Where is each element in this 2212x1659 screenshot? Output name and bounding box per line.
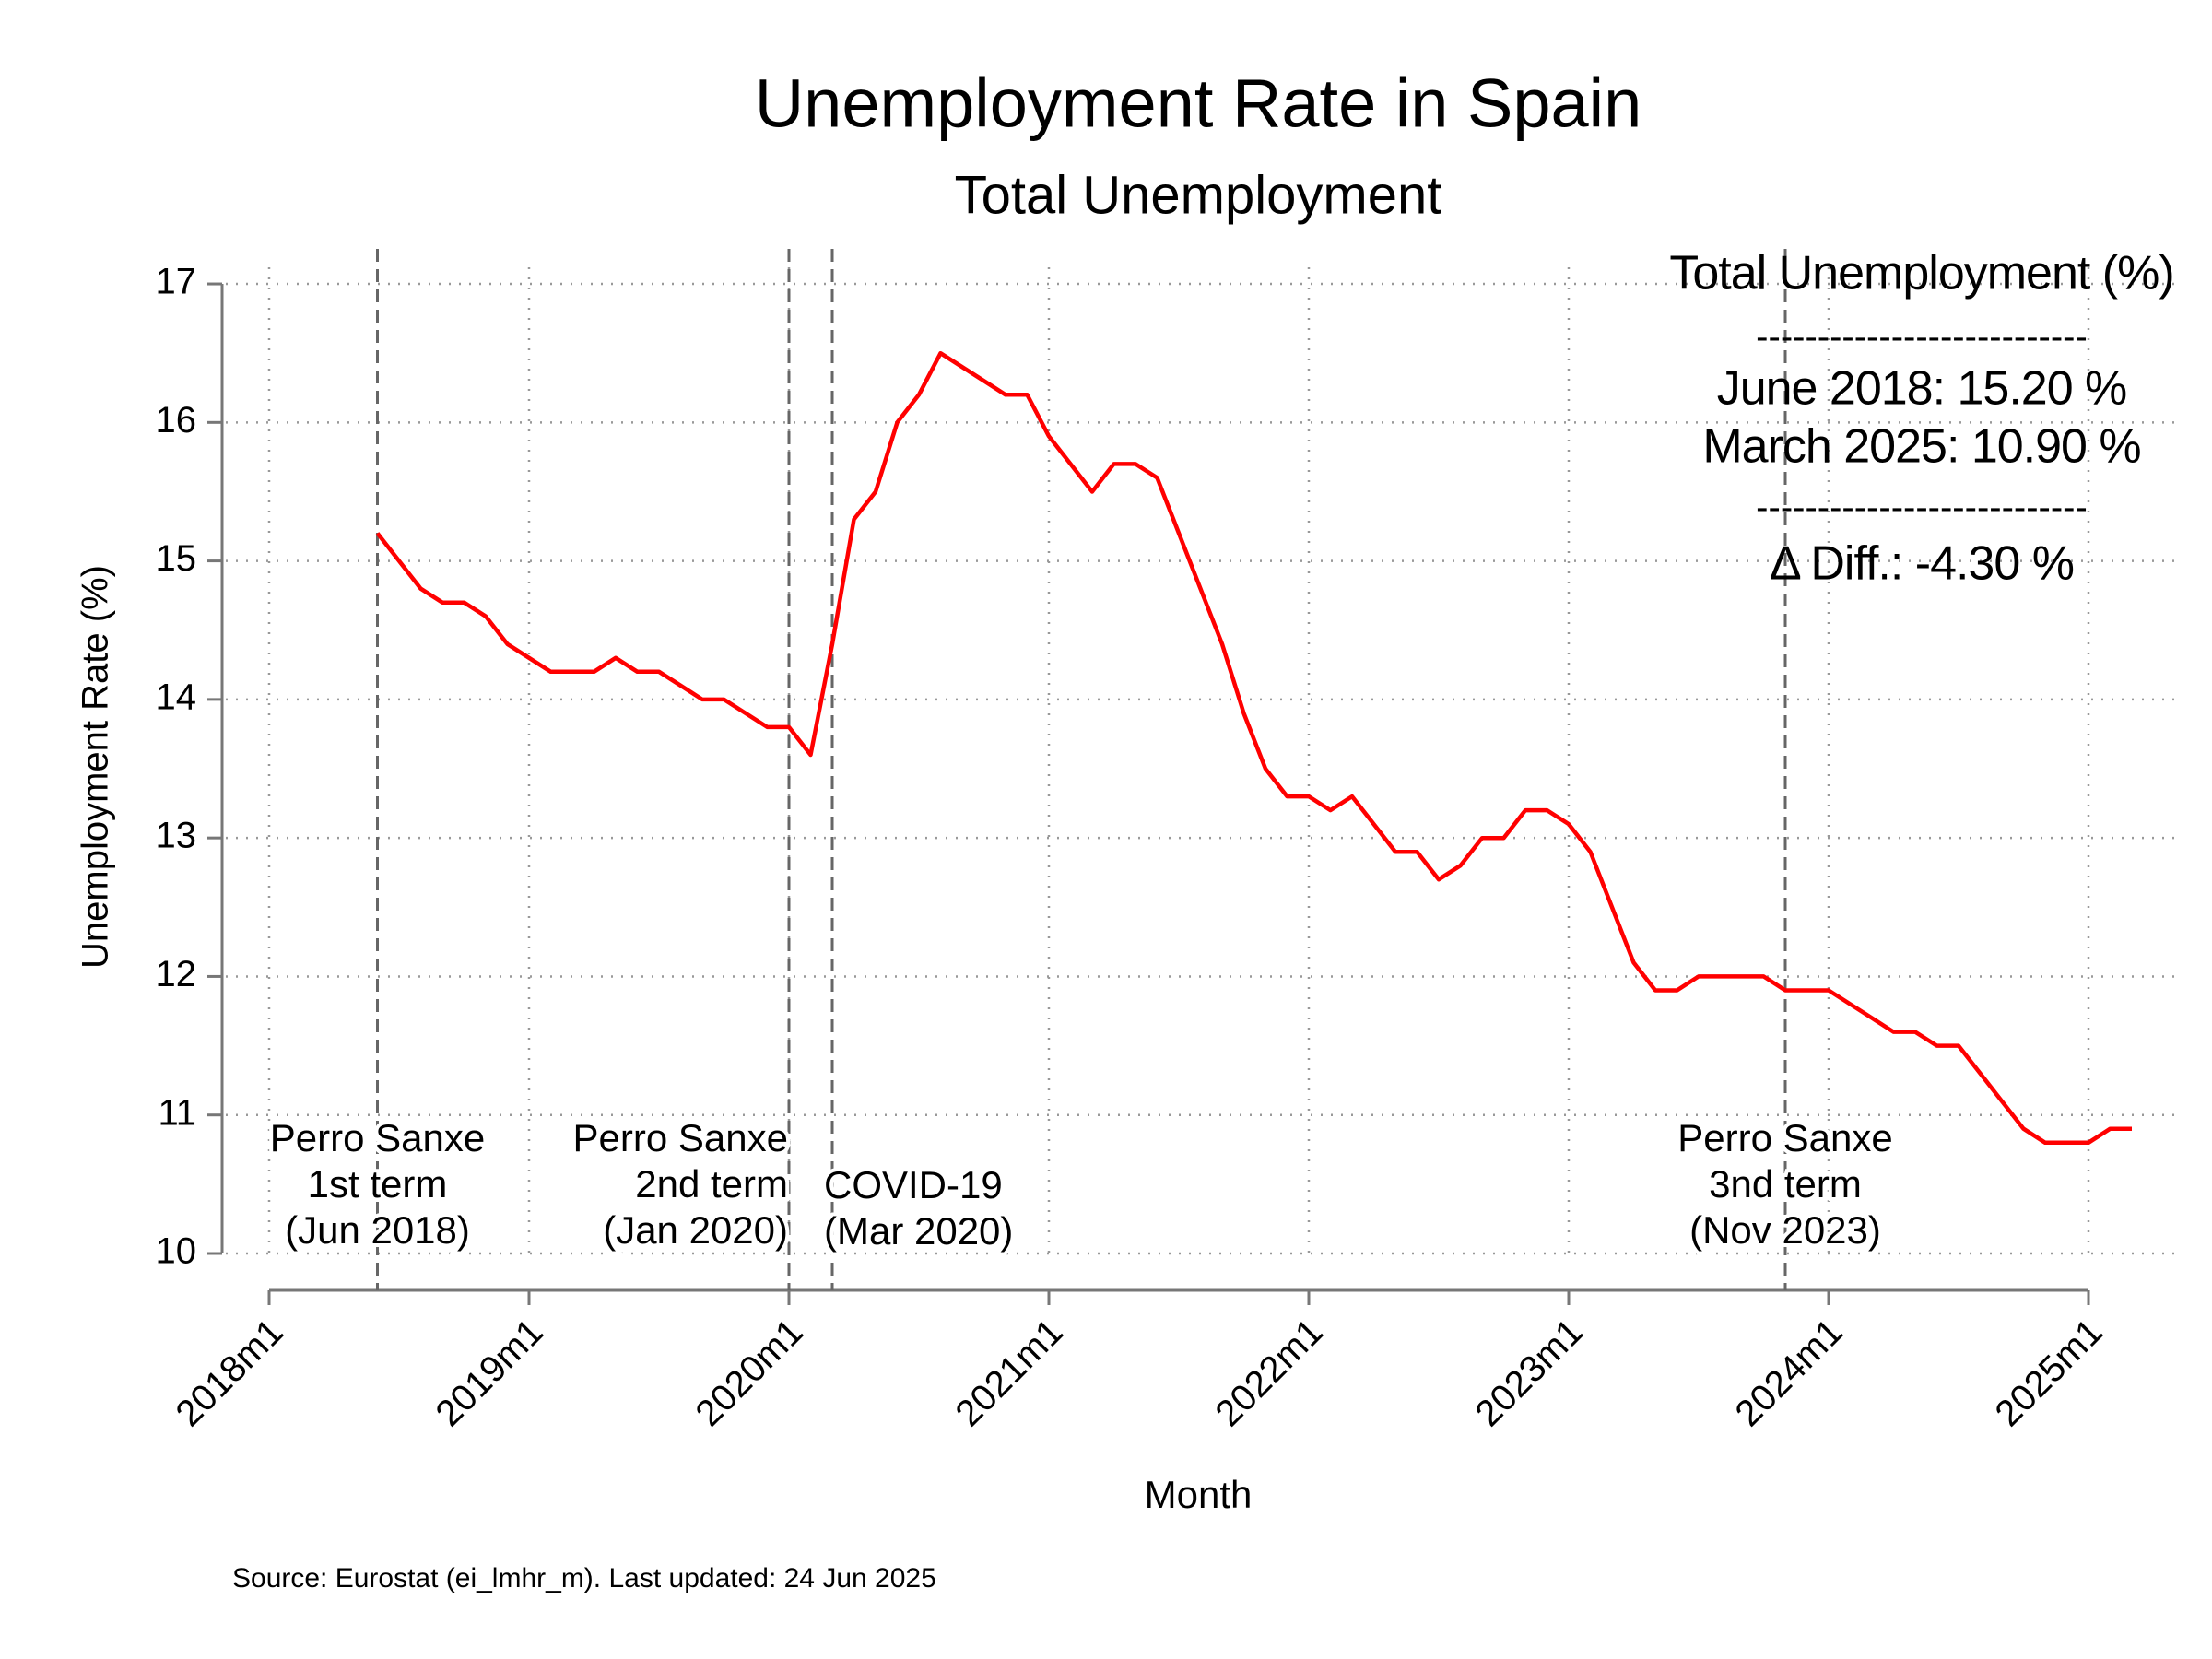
y-tick-label: 16 — [156, 400, 197, 441]
y-tick-label: 14 — [156, 677, 197, 717]
event-label: COVID-19 — [824, 1163, 1003, 1206]
y-tick-label: 10 — [156, 1231, 197, 1272]
x-axis-label: Month — [1145, 1473, 1253, 1516]
event-label: Perro Sanxe — [1677, 1116, 1892, 1159]
info-box-line: --------------------------- — [1756, 488, 2088, 528]
y-tick-label: 17 — [156, 262, 197, 302]
chart-title: Unemployment Rate in Spain — [755, 65, 1642, 142]
event-label: 3nd term — [1709, 1162, 1862, 1206]
event-label: Perro Sanxe — [573, 1116, 788, 1159]
y-axis-label: Unemployment Rate (%) — [76, 565, 116, 969]
info-box-line: Total Unemployment (%) — [1669, 247, 2173, 300]
event-label: (Mar 2020) — [824, 1209, 1013, 1253]
chart-subtitle: Total Unemployment — [955, 165, 1442, 225]
y-tick-label: 13 — [156, 816, 197, 856]
info-box-line: June 2018: 15.20 % — [1717, 362, 2127, 416]
event-label: (Jan 2020) — [603, 1208, 788, 1252]
y-tick-label: 15 — [156, 538, 197, 579]
event-label: (Jun 2018) — [285, 1208, 470, 1252]
info-box-line: Δ Diff.: -4.30 % — [1770, 537, 2074, 591]
y-tick-label: 11 — [158, 1092, 196, 1133]
data-line — [375, 350, 2132, 1146]
event-label: (Nov 2023) — [1689, 1208, 1881, 1252]
y-tick-label: 12 — [156, 954, 197, 994]
source-note: Source: Eurostat (ei_lmhr_m). Last updat… — [232, 1563, 936, 1594]
info-box-line: March 2025: 10.90 % — [1702, 420, 2140, 474]
event-label: 1st term — [308, 1162, 448, 1206]
event-label: 2nd term — [635, 1162, 788, 1206]
info-box-line: --------------------------- — [1756, 317, 2088, 358]
event-label: Perro Sanxe — [270, 1116, 485, 1159]
